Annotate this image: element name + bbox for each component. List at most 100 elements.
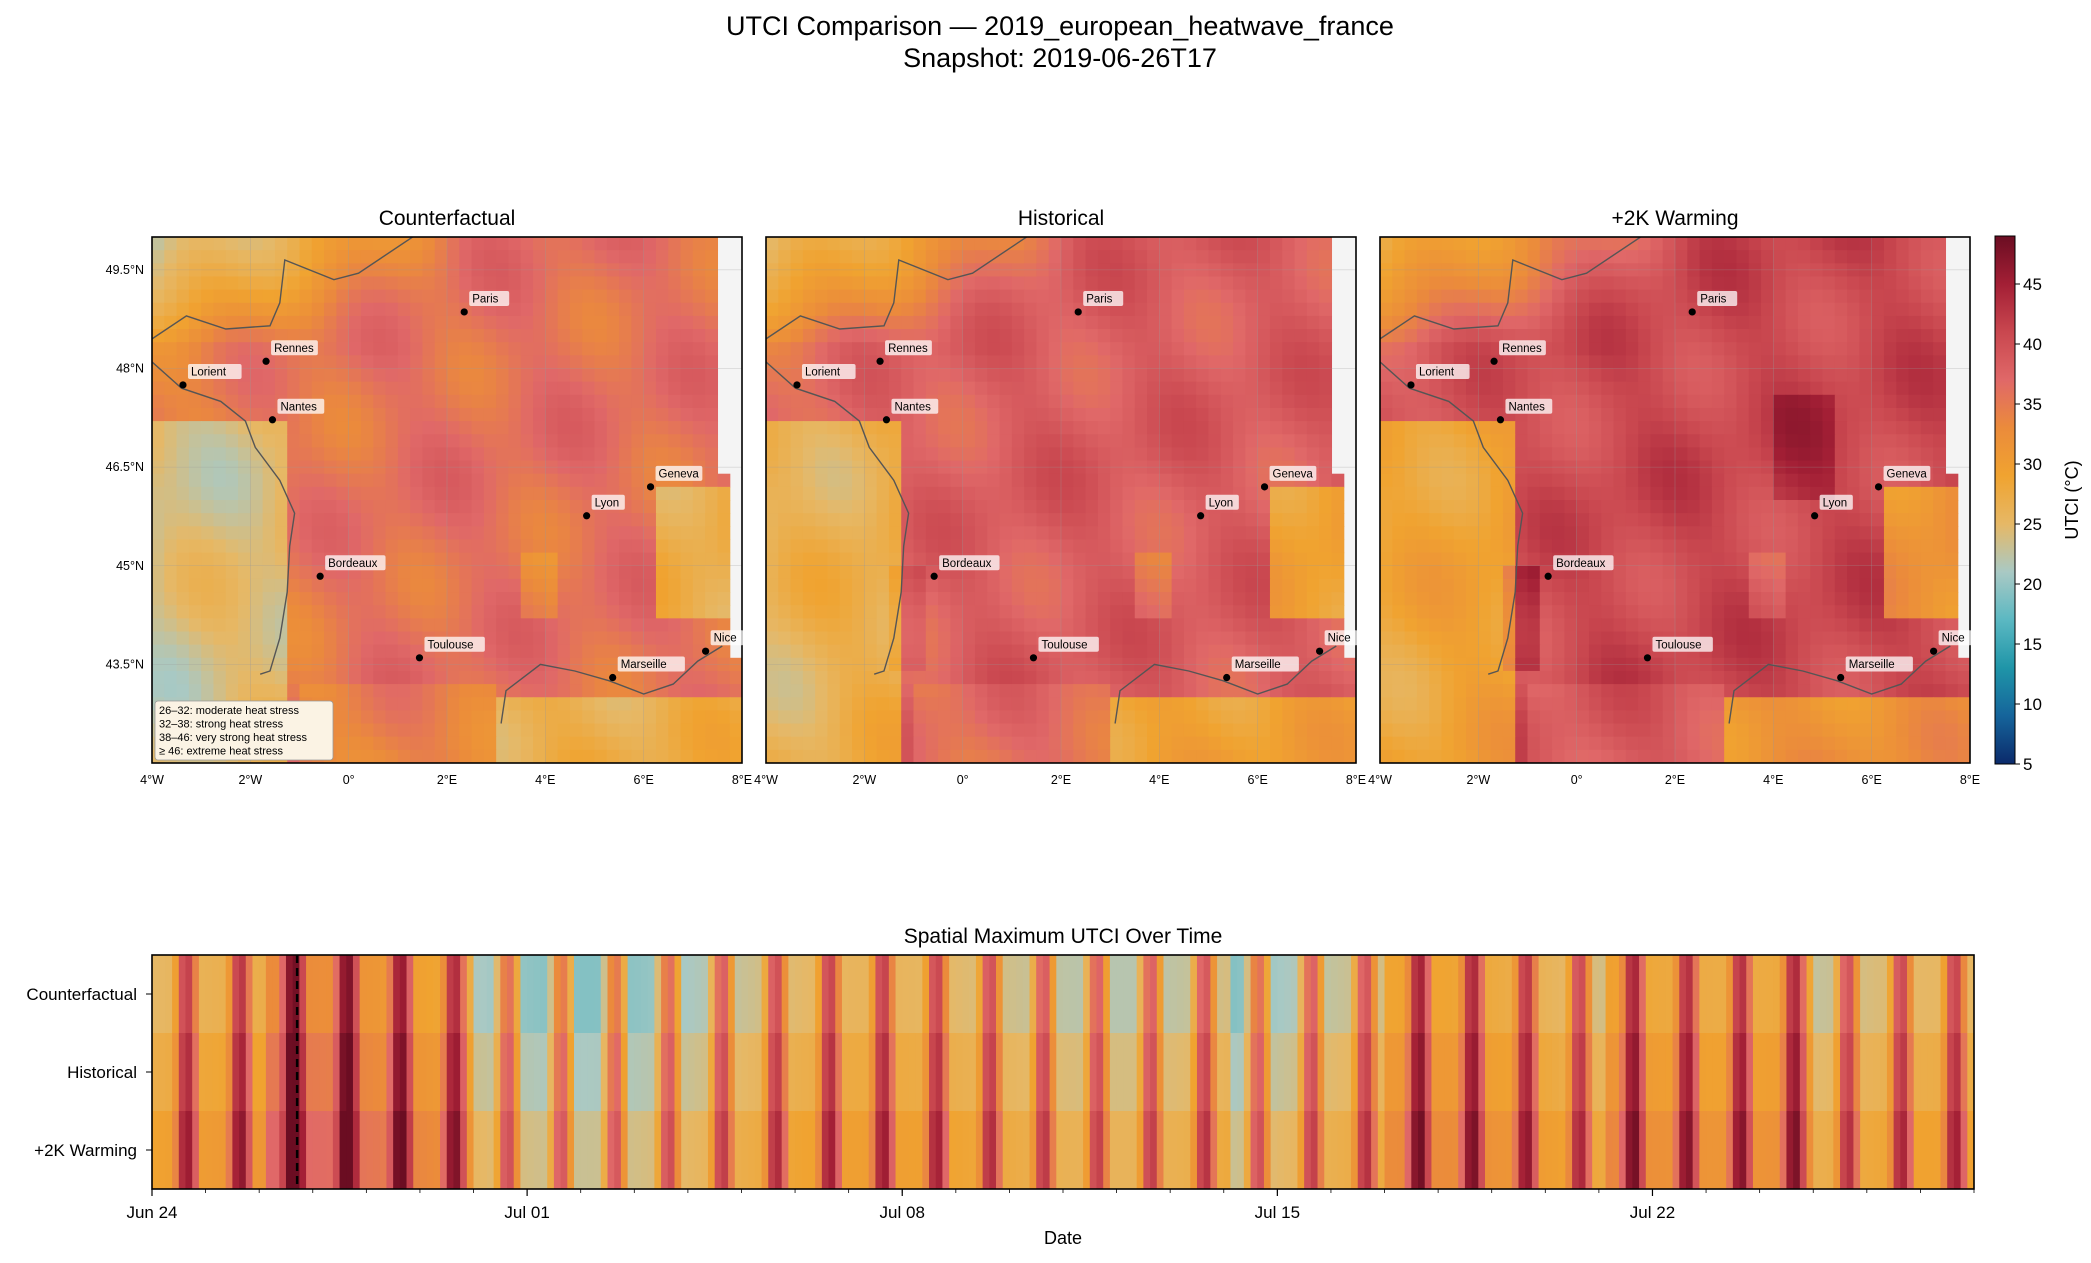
utci-cell	[520, 381, 534, 396]
utci-cell	[1036, 513, 1050, 527]
utci-cell	[827, 421, 841, 435]
utci-cell	[520, 736, 534, 751]
utci-cell	[950, 539, 964, 554]
utci-cell	[1724, 473, 1738, 488]
utci-cell	[176, 526, 190, 541]
utci-cell	[569, 368, 583, 383]
utci-cell	[1675, 539, 1688, 554]
utci-cell	[1245, 486, 1259, 501]
utci-cell	[1269, 552, 1283, 567]
utci-cell	[152, 500, 165, 514]
utci-cell	[1859, 289, 1873, 304]
utci-cell	[385, 342, 399, 356]
utci-cell	[225, 513, 239, 527]
utci-cell	[1588, 526, 1602, 541]
utci-cell	[1933, 237, 1947, 251]
utci-cell	[1134, 394, 1148, 409]
lon-tick-label: 4°W	[754, 773, 778, 787]
utci-cell	[1269, 407, 1283, 422]
utci-cell	[1294, 381, 1308, 396]
utci-cell	[410, 407, 424, 422]
utci-cell	[1711, 513, 1725, 527]
utci-cell	[1183, 736, 1197, 751]
utci-cell	[1539, 421, 1553, 435]
utci-cell	[1650, 539, 1664, 554]
utci-cell	[1233, 473, 1246, 488]
utci-cell	[692, 407, 706, 422]
utci-cell	[299, 421, 313, 435]
utci-cell	[1650, 368, 1664, 383]
utci-cell	[1159, 407, 1173, 422]
utci-cell	[999, 644, 1013, 659]
utci-cell	[852, 749, 865, 763]
utci-cell	[999, 605, 1013, 619]
utci-cell	[668, 342, 682, 356]
utci-cell	[1196, 329, 1210, 343]
utci-cell	[938, 315, 951, 330]
utci-cell	[1024, 434, 1038, 448]
utci-cell	[459, 526, 473, 541]
utci-cell	[582, 447, 596, 462]
utci-cell	[668, 592, 682, 606]
utci-cell	[1515, 447, 1529, 462]
utci-cell	[1797, 513, 1811, 527]
utci-cell	[1773, 539, 1787, 554]
utci-cell	[1257, 355, 1271, 370]
utci-cell	[1785, 473, 1799, 488]
utci-cell	[1269, 355, 1283, 370]
utci-cell	[348, 302, 362, 317]
utci-cell	[1662, 237, 1676, 251]
utci-cell	[1576, 276, 1590, 291]
utci-cell	[1159, 736, 1173, 751]
utci-cell	[1797, 329, 1811, 343]
utci-cell	[533, 421, 546, 435]
utci-cell	[447, 684, 460, 698]
utci-cell	[1085, 592, 1099, 606]
utci-cell	[225, 434, 239, 448]
utci-cell	[188, 526, 202, 541]
utci-cell	[1859, 500, 1873, 514]
utci-cell	[1687, 289, 1701, 304]
utci-cell	[496, 355, 510, 370]
utci-cell	[1233, 723, 1246, 738]
utci-cell	[1453, 526, 1467, 541]
utci-cell	[1171, 710, 1185, 725]
utci-cell	[1797, 289, 1811, 304]
utci-cell	[1097, 539, 1111, 554]
utci-cell	[1245, 434, 1259, 448]
utci-cell	[1085, 749, 1099, 763]
utci-cell	[373, 381, 387, 396]
utci-cell	[360, 697, 374, 711]
utci-cell	[938, 513, 951, 527]
utci-cell	[1269, 513, 1283, 527]
utci-cell	[225, 552, 239, 567]
utci-cell	[1171, 500, 1185, 514]
figure-title: UTCI Comparison — 2019_european_heatwave…	[726, 11, 1394, 41]
utci-cell	[1122, 447, 1136, 462]
utci-cell	[1441, 473, 1455, 488]
utci-cell	[1097, 315, 1111, 330]
utci-cell	[802, 250, 816, 264]
utci-cell	[974, 486, 988, 501]
utci-cell	[802, 618, 816, 633]
utci-cell	[1662, 250, 1676, 264]
utci-cell	[1159, 302, 1173, 317]
utci-cell	[1773, 394, 1787, 409]
utci-cell	[1933, 342, 1947, 356]
utci-cell	[397, 302, 411, 317]
utci-cell	[1011, 355, 1025, 370]
utci-cell	[876, 565, 890, 580]
utci-cell	[1245, 578, 1259, 593]
utci-cell	[925, 749, 939, 763]
utci-cell	[987, 697, 1001, 711]
utci-cell	[655, 697, 669, 711]
utci-cell	[938, 368, 951, 383]
utci-cell	[1085, 526, 1099, 541]
utci-cell	[1380, 434, 1393, 448]
utci-cell	[1933, 250, 1947, 264]
utci-cell	[852, 631, 865, 646]
utci-cell	[962, 500, 976, 514]
utci-cell	[1711, 500, 1725, 514]
utci-cell	[1847, 315, 1860, 330]
utci-cell	[1761, 355, 1774, 370]
